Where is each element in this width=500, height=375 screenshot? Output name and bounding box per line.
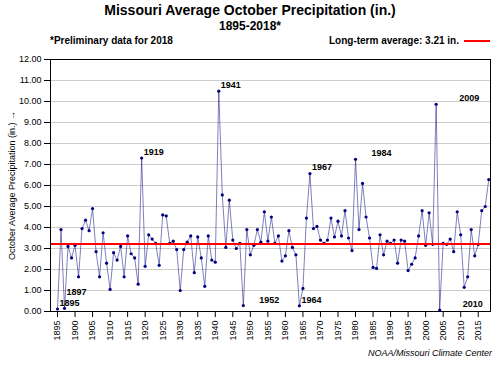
svg-text:1905: 1905 (87, 321, 97, 341)
svg-text:2000: 2000 (421, 321, 431, 341)
svg-text:1940: 1940 (210, 321, 220, 341)
svg-text:11.00: 11.00 (20, 75, 42, 85)
svg-text:2.00: 2.00 (24, 264, 42, 274)
svg-text:1915: 1915 (123, 321, 133, 341)
svg-text:2009: 2009 (459, 93, 479, 103)
svg-text:2010: 2010 (463, 299, 483, 309)
svg-text:October Average Precipitation: October Average Precipitation (in.) → (7, 111, 17, 260)
svg-text:1960: 1960 (280, 321, 290, 341)
svg-text:1925: 1925 (158, 321, 168, 341)
svg-text:1975: 1975 (333, 321, 343, 341)
svg-text:1952: 1952 (259, 295, 279, 305)
html-text:Missouri Average October Preci: Missouri Average October Precipitation (… (104, 2, 396, 18)
svg-text:1897: 1897 (67, 287, 87, 297)
svg-text:1895: 1895 (60, 298, 80, 308)
svg-text:4.00: 4.00 (24, 222, 42, 232)
svg-text:1919: 1919 (144, 147, 164, 157)
svg-text:2010: 2010 (456, 321, 466, 341)
svg-text:3.00: 3.00 (24, 243, 42, 253)
svg-text:1995: 1995 (403, 321, 413, 341)
svg-text:1984: 1984 (372, 148, 392, 158)
svg-text:1990: 1990 (385, 321, 395, 341)
svg-text:1967: 1967 (312, 162, 332, 172)
svg-text:0.00: 0.00 (24, 306, 42, 316)
svg-text:1900: 1900 (70, 321, 80, 341)
svg-text:12.00: 12.00 (19, 54, 42, 64)
svg-text:5.00: 5.00 (24, 201, 42, 211)
svg-text:1970: 1970 (315, 321, 325, 341)
svg-text:2015: 2015 (473, 321, 483, 341)
svg-text:8.00: 8.00 (24, 138, 42, 148)
svg-text:6.00: 6.00 (24, 180, 42, 190)
svg-text:1941: 1941 (221, 80, 241, 90)
svg-text:2005: 2005 (438, 321, 448, 341)
svg-text:1985: 1985 (368, 321, 378, 341)
svg-text:1895: 1895 (52, 321, 62, 341)
html-text:NOAA/Missouri Climate Center: NOAA/Missouri Climate Center (368, 348, 492, 358)
svg-text:10.00: 10.00 (19, 96, 42, 106)
svg-text:9.00: 9.00 (24, 117, 42, 127)
svg-text:1945: 1945 (228, 321, 238, 341)
svg-text:1930: 1930 (175, 321, 185, 341)
svg-text:1955: 1955 (263, 321, 273, 341)
svg-text:1980: 1980 (350, 321, 360, 341)
svg-text:1950: 1950 (245, 321, 255, 341)
html-text:1895-2018*: 1895-2018* (219, 19, 281, 33)
svg-text:7.00: 7.00 (24, 159, 42, 169)
svg-text:1910: 1910 (105, 321, 115, 341)
svg-text:1.00: 1.00 (24, 285, 42, 295)
html-text:*Preliminary data for 2018: *Preliminary data for 2018 (50, 35, 173, 46)
svg-text:1964: 1964 (301, 295, 321, 305)
html-text:Long-term average: 3.21 in.: Long-term average: 3.21 in. (329, 35, 459, 46)
svg-text:1935: 1935 (193, 321, 203, 341)
svg-text:1920: 1920 (140, 321, 150, 341)
svg-text:1965: 1965 (298, 321, 308, 341)
